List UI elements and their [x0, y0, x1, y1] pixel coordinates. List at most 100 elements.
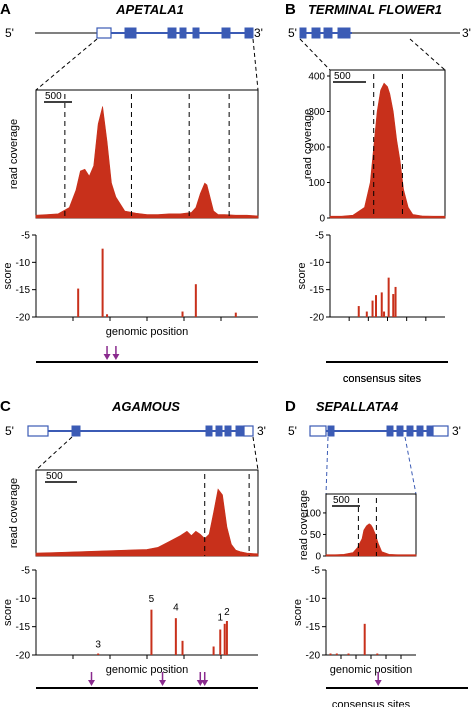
site-number-label: 5 [149, 594, 155, 605]
score-bar [365, 311, 368, 317]
utr-5-box [309, 425, 327, 437]
zoom-line-right [252, 38, 259, 91]
coverage-plot-d: 500 read coverage 0 50 100 [298, 490, 417, 563]
score-bar [376, 653, 379, 655]
coverage-y-tick-label: 400 [308, 72, 325, 83]
coverage-y-axis-label: read coverage [8, 478, 20, 548]
consensus-track-a: consensus sites [36, 346, 422, 385]
coverage-y-tick-label: 100 [308, 178, 325, 189]
three-prime-label: 3' [257, 424, 266, 438]
score-y-tick-label: -15 [306, 622, 321, 633]
score-y-tick-label: -10 [306, 594, 321, 605]
score-y-axis-label: score [292, 599, 304, 626]
panel-c: C AGAMOUS 5' 3' 500 read coverage -5 -10 -15… [0, 398, 266, 689]
coverage-y-tick-label: 0 [315, 552, 321, 563]
exon-box [179, 27, 187, 39]
score-plot-b: -5 -10 -15 -20 score [296, 231, 445, 324]
score-bar [212, 646, 215, 655]
score-bar [380, 292, 383, 317]
score-bar [101, 248, 104, 317]
panel-d: D SEPALLATA4 5' 3' 500 read coverage 0 50 100… [285, 398, 468, 707]
score-y-axis-label: score [2, 263, 14, 290]
score-bar [363, 623, 366, 655]
five-prime-label: 5' [288, 26, 297, 40]
gene-title-c: AGAMOUS [111, 399, 180, 414]
coverage-y-tick-label: 50 [310, 530, 322, 541]
site-number-label: 1 [217, 613, 223, 624]
gene-title-d: SEPALLATA4 [316, 399, 399, 414]
scale-bar-label: 500 [45, 91, 62, 102]
exon-box [167, 27, 177, 39]
scale-bar-label: 500 [46, 471, 63, 482]
exon-box [192, 27, 200, 39]
coverage-area [35, 106, 259, 219]
score-bar [357, 306, 360, 317]
genomic-position-label: genomic position [330, 664, 413, 676]
panel-letter-b: B [285, 1, 296, 18]
exon-box [215, 425, 223, 437]
exon-box [396, 425, 404, 437]
coverage-frame [35, 89, 259, 219]
utr-5-box [27, 425, 49, 437]
score-bar [194, 284, 197, 317]
consensus-site-arrowhead [196, 680, 204, 686]
score-bar [106, 314, 109, 317]
exon-box [311, 27, 321, 39]
score-y-tick-label: -15 [16, 285, 31, 296]
coverage-y-axis-label: read coverage [302, 109, 314, 179]
zoom-line-right [252, 436, 259, 471]
score-plot-a: -5 -10 -15 -20 score genomic position [2, 231, 258, 338]
score-bar [219, 629, 222, 655]
consensus-track-d: consensus sites [326, 672, 468, 707]
gene-model-b: 5' 3' [288, 26, 471, 71]
score-y-tick-label: -20 [310, 313, 325, 324]
exon-box [71, 425, 81, 437]
score-y-tick-label: -10 [16, 594, 31, 605]
panel-letter-a: A [0, 1, 11, 18]
score-bar [223, 623, 226, 655]
score-bar [225, 621, 228, 655]
coverage-y-tick-label: 100 [304, 508, 321, 519]
consensus-sites-label: consensus sites [343, 373, 422, 385]
consensus-site-arrowhead [112, 354, 120, 360]
score-y-tick-label: -5 [21, 231, 30, 242]
exon-box [327, 425, 335, 437]
coverage-y-tick-label: 200 [308, 143, 325, 154]
score-bar [150, 609, 153, 655]
score-y-tick-label: -10 [16, 258, 31, 269]
exon-box [299, 27, 307, 39]
consensus-sites-label: consensus sites [343, 373, 422, 385]
score-bar [347, 653, 350, 655]
consensus-sites-label: consensus sites [332, 699, 411, 707]
zoom-line-right [409, 38, 446, 71]
gene-model-c: 5' 3' [5, 424, 266, 471]
score-y-axis-label: score [2, 599, 14, 626]
three-prime-label: 3' [462, 26, 471, 40]
score-y-tick-label: -15 [310, 285, 325, 296]
scale-bar-label: 500 [334, 71, 351, 82]
consensus-track-b: consensus sites [326, 361, 448, 385]
gene-model-d: 5' 3' [288, 424, 461, 495]
exon-box [416, 425, 424, 437]
utr-3-box [243, 425, 254, 437]
gene-model-a: 5' 3' [5, 26, 263, 91]
consensus-track-c: consensus sites [36, 672, 258, 689]
exon-box [235, 425, 245, 437]
score-plot-d: -5 -10 -15 -20 score genomic position [292, 566, 416, 676]
panel-a: A APETALA1 5' 3' 500 read coverage -5 -10 -1… [0, 1, 422, 385]
coverage-area [35, 488, 259, 557]
five-prime-label: 5' [288, 424, 297, 438]
score-y-axis-label: score [296, 263, 308, 290]
zoom-line-right [404, 436, 417, 495]
scale-bar-label: 500 [333, 495, 350, 506]
score-y-tick-label: -20 [16, 651, 31, 662]
three-prime-label: 3' [452, 424, 461, 438]
exon-box [224, 425, 232, 437]
score-y-tick-label: -5 [315, 231, 324, 242]
utr-5-box [96, 27, 112, 39]
exon-box [406, 425, 414, 437]
score-bar [383, 311, 386, 317]
exon-box [221, 27, 231, 39]
zoom-line-left [299, 38, 331, 71]
